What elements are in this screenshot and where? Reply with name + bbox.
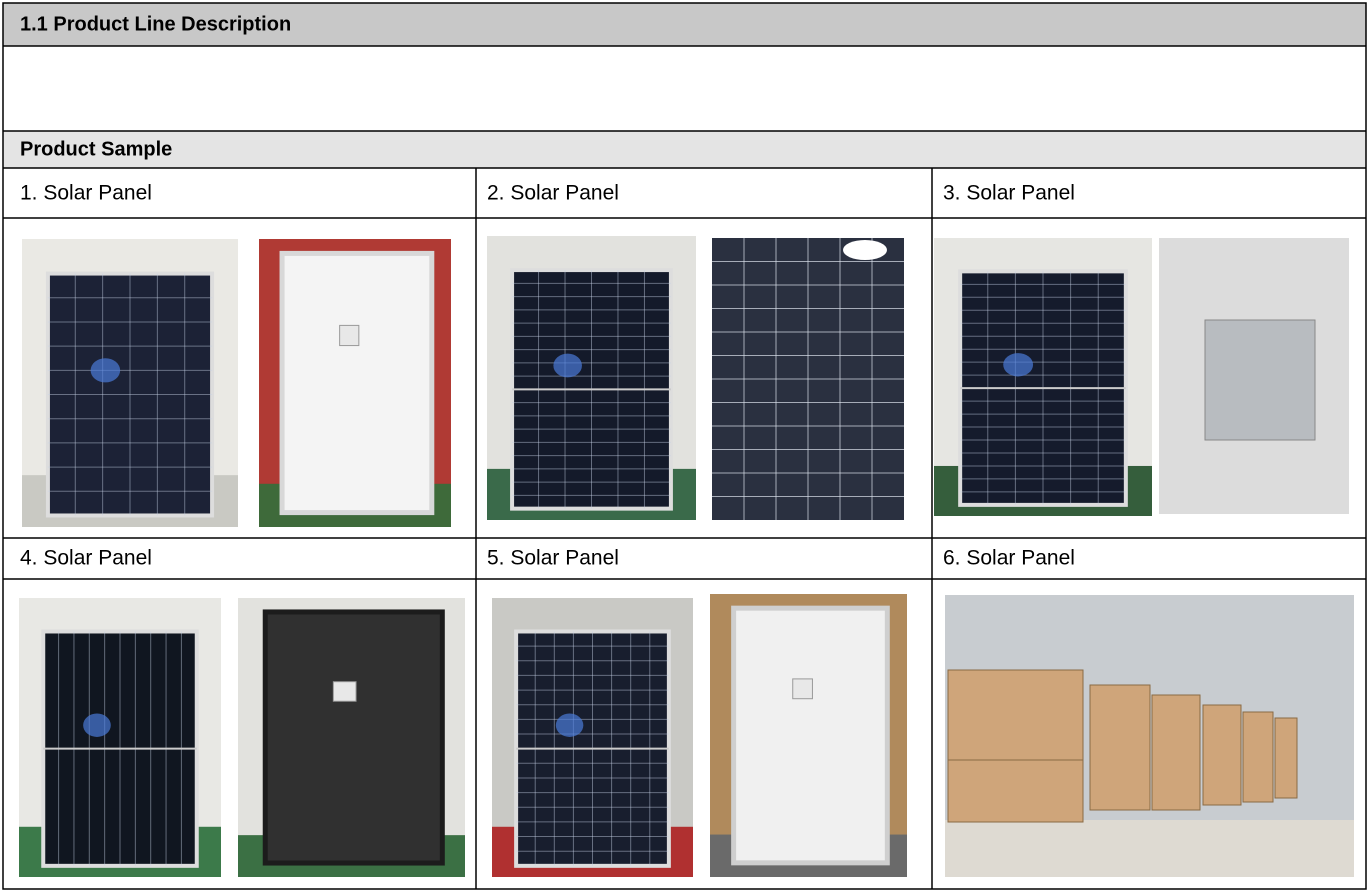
section-band <box>3 131 1366 168</box>
crate <box>948 760 1083 822</box>
photo <box>238 598 465 877</box>
nameplate <box>1205 320 1315 440</box>
photo <box>19 598 221 877</box>
photo <box>259 239 451 527</box>
photo <box>487 236 696 520</box>
panel-back <box>734 608 888 863</box>
reflection <box>91 358 121 382</box>
product-label: 4. Solar Panel <box>20 547 152 570</box>
photo <box>712 238 904 520</box>
panel-back <box>265 612 442 863</box>
crate <box>1243 712 1273 802</box>
floor <box>945 820 1354 877</box>
product-label: 6. Solar Panel <box>943 547 1075 570</box>
crate <box>1152 695 1200 810</box>
panel-back <box>282 253 432 512</box>
crate <box>1090 685 1150 810</box>
document: 1.1 Product Line Description Product Sam… <box>0 0 1371 892</box>
crate <box>1203 705 1241 805</box>
product-label: 3. Solar Panel <box>943 182 1075 205</box>
photo <box>945 595 1354 877</box>
product-label: 2. Solar Panel <box>487 182 619 205</box>
header-title: 1.1 Product Line Description <box>20 13 291 35</box>
junction-box <box>333 682 356 702</box>
reflection <box>553 354 582 378</box>
photos <box>19 236 1354 877</box>
crate <box>1275 718 1297 798</box>
reflection <box>1003 353 1033 376</box>
product-label: 1. Solar Panel <box>20 182 152 205</box>
junction-box <box>793 679 813 699</box>
reflection <box>83 714 111 737</box>
junction-box <box>340 325 359 345</box>
product-label: 5. Solar Panel <box>487 547 619 570</box>
photo <box>22 239 238 527</box>
photo <box>1159 238 1349 514</box>
photo <box>710 594 907 877</box>
photo <box>492 598 693 877</box>
page: 1.1 Product Line Description Product Sam… <box>0 0 1371 892</box>
light <box>843 240 887 260</box>
reflection <box>556 714 583 737</box>
photo <box>934 238 1152 516</box>
section-title: Product Sample <box>20 138 172 160</box>
